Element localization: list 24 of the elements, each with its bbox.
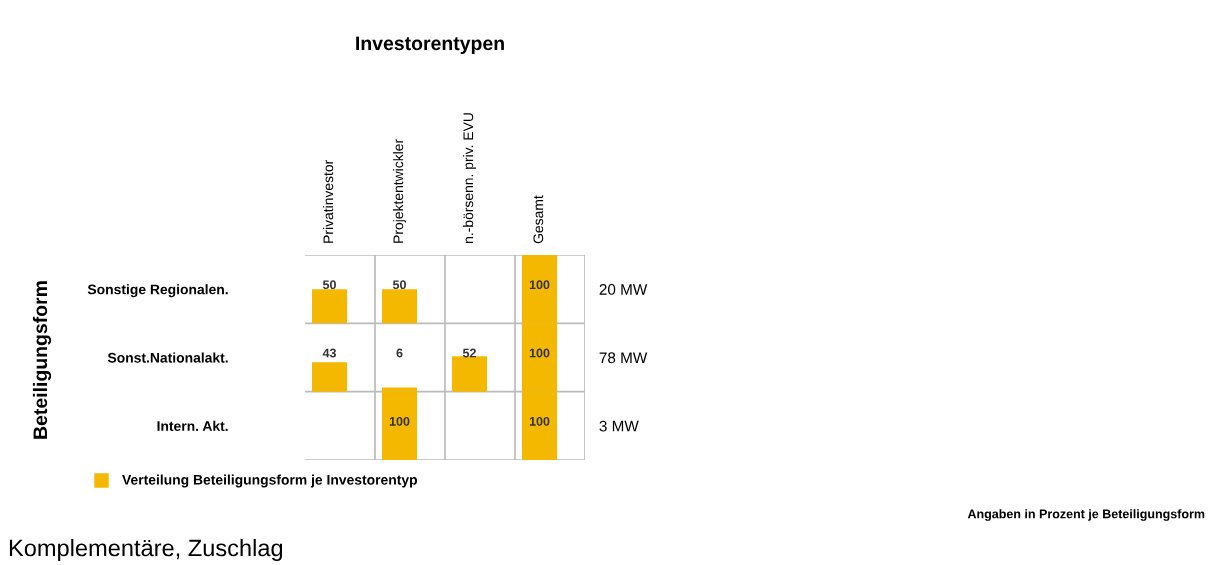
y-tick-label: Sonst.Nationalakt. <box>107 352 228 363</box>
x-tick-label: Privatinvestor <box>323 159 334 243</box>
x-tick-label: Projektentwickler <box>393 139 406 243</box>
x-tick-label: Gesamt <box>533 195 544 244</box>
y-axis-title: Beteiligungsform <box>32 281 52 439</box>
y2-tick-label: 20 MW <box>599 284 648 295</box>
x-tick-label: n.-börsenn. priv. EVU <box>463 113 476 243</box>
data-label: 43 <box>322 348 336 358</box>
y-tick-label: Intern. Akt. <box>157 420 228 431</box>
x-axis-title: Investorentypen <box>356 36 504 55</box>
data-label: 100 <box>529 348 550 358</box>
data-label: 50 <box>322 280 336 290</box>
data-label: 100 <box>529 280 550 290</box>
y-tick-label: Sonstige Regionalen. <box>87 284 228 298</box>
y2-tick-label: 78 MW <box>599 352 648 364</box>
text: Angaben in Prozent je Beteiligungsform <box>967 509 1205 521</box>
legend-title: Verteilung Beteiligungsform je Investorentyp <box>122 474 418 488</box>
data-label: 52 <box>462 348 476 358</box>
data-label: 50 <box>392 280 406 290</box>
data-label: 6 <box>396 348 403 358</box>
data-label: 100 <box>389 416 410 426</box>
data-label: 100 <box>529 416 550 426</box>
y2-tick-label: 3 MW <box>599 420 639 432</box>
text: Komplementäre, Zuschlag <box>9 538 283 562</box>
